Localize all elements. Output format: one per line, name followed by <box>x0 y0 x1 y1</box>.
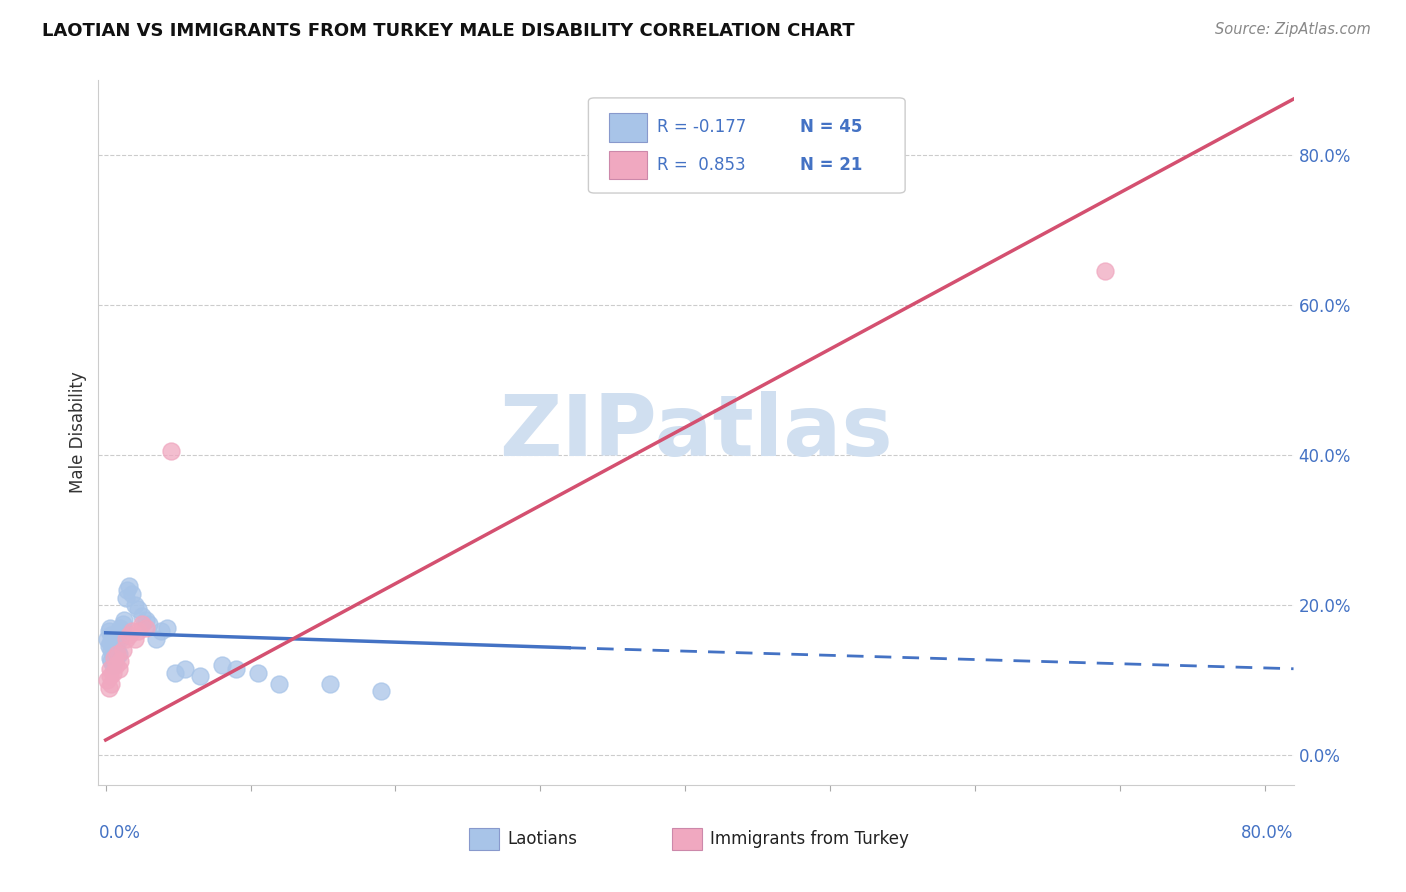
Point <box>105 643 128 657</box>
Point <box>269 677 291 691</box>
Text: N = 45: N = 45 <box>800 118 862 136</box>
Text: 80.0%: 80.0% <box>1241 824 1294 842</box>
Point <box>225 662 247 676</box>
Point <box>108 621 131 635</box>
Bar <box>609 113 647 142</box>
Point <box>98 669 121 683</box>
Point <box>100 654 122 668</box>
Point <box>370 684 392 698</box>
Point <box>103 654 125 668</box>
Point <box>100 643 122 657</box>
Point <box>135 613 157 627</box>
Bar <box>672 828 702 850</box>
Point <box>160 444 183 458</box>
Point <box>104 635 127 649</box>
Point <box>96 632 118 646</box>
Point <box>100 677 122 691</box>
Point <box>118 628 141 642</box>
Point <box>101 658 124 673</box>
Point <box>104 658 127 673</box>
Point <box>107 647 129 661</box>
Text: Source: ZipAtlas.com: Source: ZipAtlas.com <box>1215 22 1371 37</box>
Point <box>112 616 135 631</box>
Point <box>108 632 131 646</box>
Point <box>98 621 121 635</box>
Point <box>114 613 136 627</box>
Point <box>131 609 153 624</box>
Point <box>100 628 122 642</box>
Point <box>98 635 121 649</box>
Point <box>96 673 118 687</box>
Point <box>101 647 124 661</box>
Point <box>97 640 120 654</box>
Text: 0.0%: 0.0% <box>98 824 141 842</box>
Text: R =  0.853: R = 0.853 <box>657 156 745 174</box>
Point <box>104 650 127 665</box>
Point <box>127 601 149 615</box>
FancyBboxPatch shape <box>589 98 905 193</box>
Point <box>107 662 129 676</box>
Point <box>319 677 342 691</box>
Point <box>118 579 141 593</box>
Point <box>211 658 233 673</box>
Point <box>165 665 187 680</box>
Point <box>124 632 146 646</box>
Point <box>101 632 124 646</box>
Point <box>127 624 149 639</box>
Point <box>131 616 153 631</box>
Point <box>105 628 128 642</box>
Point <box>135 621 157 635</box>
Point <box>98 650 121 665</box>
Point <box>246 665 269 680</box>
Y-axis label: Male Disability: Male Disability <box>69 372 87 493</box>
Point <box>98 662 121 676</box>
Text: R = -0.177: R = -0.177 <box>657 118 745 136</box>
Point <box>188 669 211 683</box>
Point <box>1094 264 1116 278</box>
Point <box>103 640 125 654</box>
Point <box>121 624 143 639</box>
Point <box>149 624 172 639</box>
Point <box>97 681 120 695</box>
Point <box>174 662 197 676</box>
Point <box>121 587 143 601</box>
Bar <box>609 151 647 179</box>
Point <box>112 643 135 657</box>
Point <box>138 616 160 631</box>
Text: N = 21: N = 21 <box>800 156 862 174</box>
Text: LAOTIAN VS IMMIGRANTS FROM TURKEY MALE DISABILITY CORRELATION CHART: LAOTIAN VS IMMIGRANTS FROM TURKEY MALE D… <box>42 22 855 40</box>
Point <box>110 624 132 639</box>
Point <box>145 632 167 646</box>
Point <box>105 647 128 661</box>
Point <box>115 632 138 646</box>
Point <box>117 582 139 597</box>
Text: ZIPatlas: ZIPatlas <box>499 391 893 475</box>
Text: Laotians: Laotians <box>508 830 576 848</box>
Text: Immigrants from Turkey: Immigrants from Turkey <box>710 830 910 848</box>
Bar <box>470 828 499 850</box>
Point <box>124 598 146 612</box>
Point <box>101 665 124 680</box>
Point <box>97 624 120 639</box>
Point <box>115 591 138 605</box>
Point <box>103 650 125 665</box>
Point <box>108 654 131 668</box>
Point <box>155 621 177 635</box>
